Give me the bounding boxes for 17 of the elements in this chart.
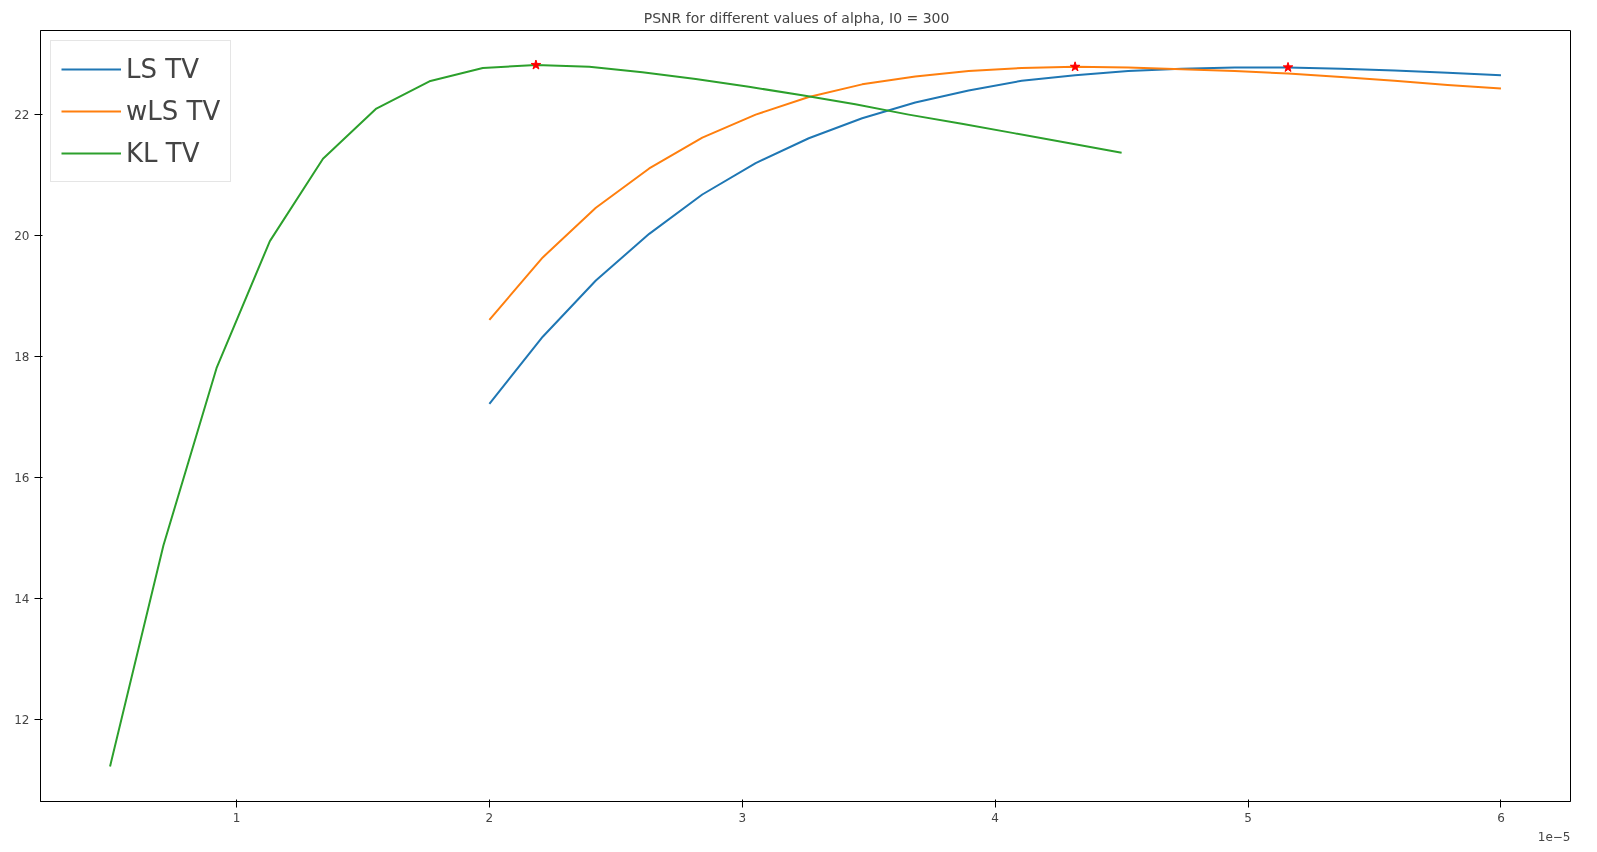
- legend-label: LS TV: [126, 53, 199, 86]
- x-tick-label: 6: [1497, 810, 1505, 825]
- y-tick-label: 18: [14, 350, 30, 365]
- y-tick-label: 12: [14, 713, 30, 728]
- chart-title: PSNR for different values of alpha, I0 = 300: [643, 9, 950, 26]
- x-tick-label: 3: [738, 810, 747, 825]
- x-tick-label: 4: [991, 810, 999, 825]
- y-tick-label: 16: [14, 471, 30, 486]
- text: 1e−5: [1537, 829, 1571, 844]
- x-tick-label: 1: [232, 810, 241, 825]
- y-tick-label: 20: [14, 229, 30, 244]
- y-tick-label: 14: [14, 592, 30, 607]
- legend-label: KL TV: [126, 137, 200, 170]
- y-tick-label: 22: [14, 108, 30, 123]
- x-tick-label: 2: [485, 810, 494, 825]
- x-tick-label: 5: [1244, 810, 1252, 825]
- legend-label: wLS TV: [126, 95, 221, 128]
